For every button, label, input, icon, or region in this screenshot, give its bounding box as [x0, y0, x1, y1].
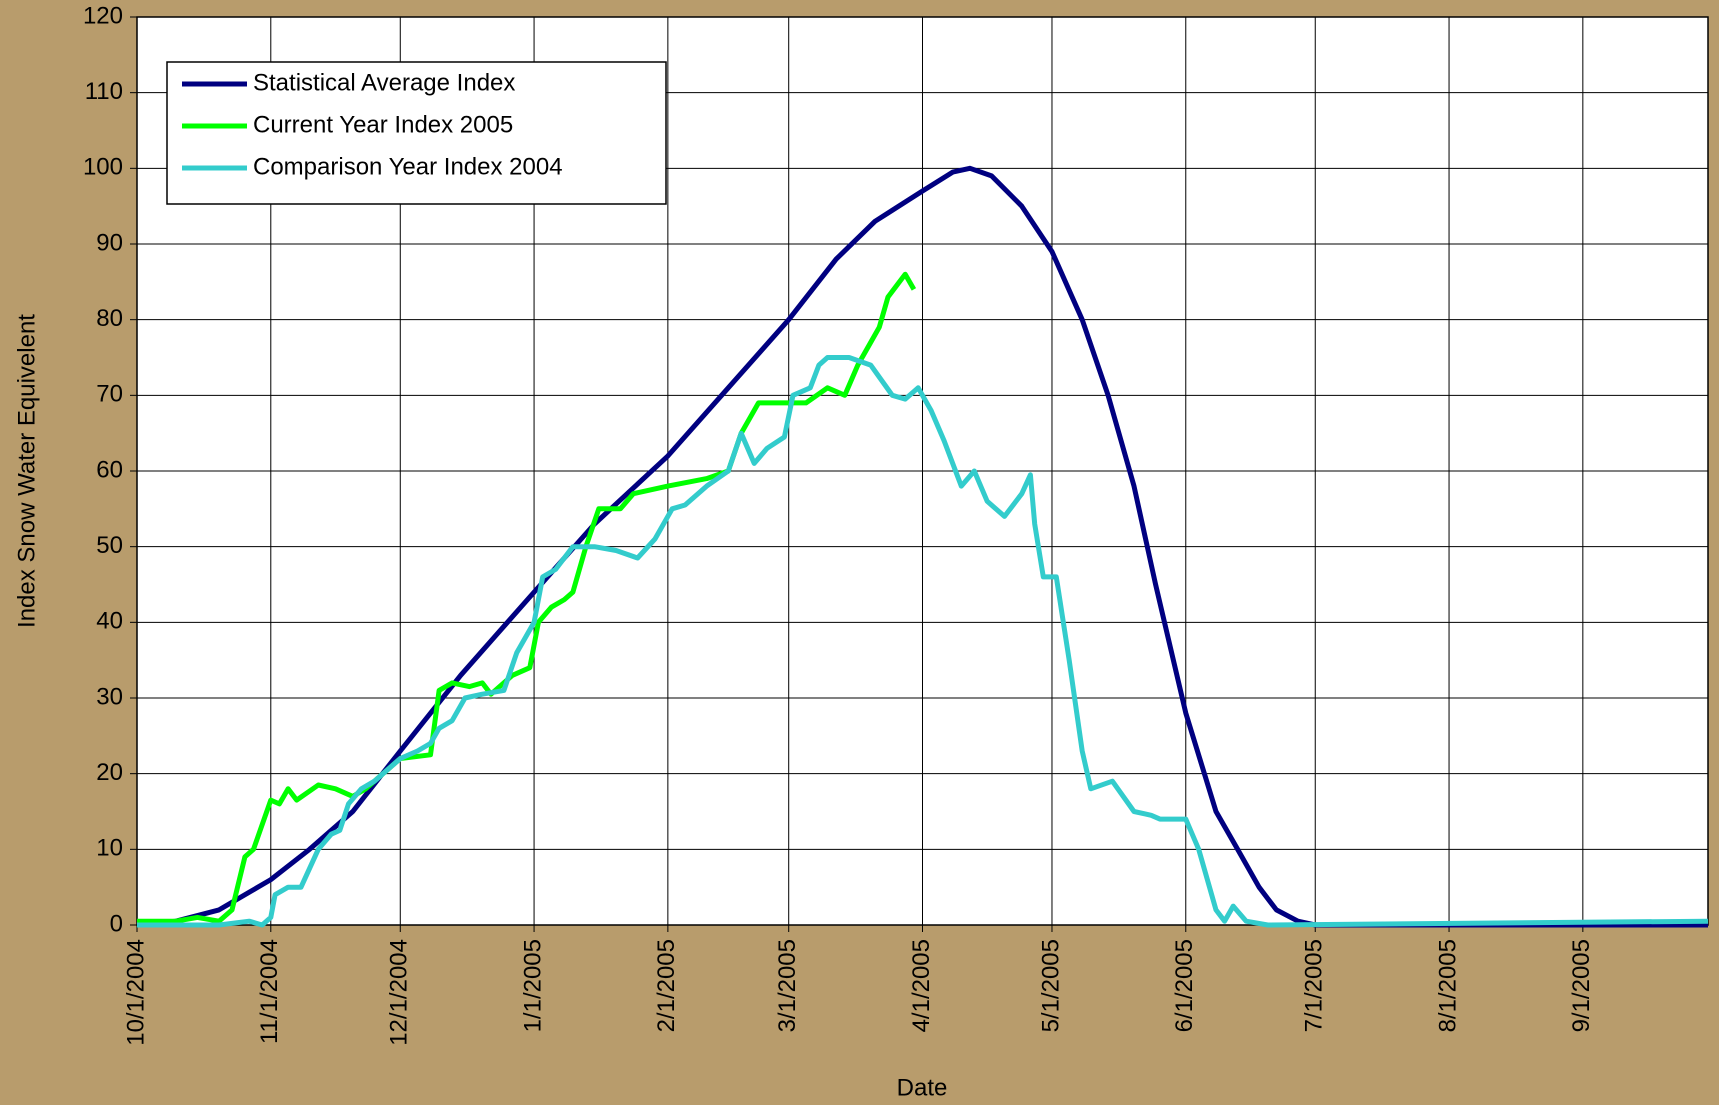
legend-label: Comparison Year Index 2004: [253, 153, 563, 180]
plot-border: [136, 16, 1709, 926]
y-tick-label: 70: [96, 381, 123, 408]
x-tick-label: 11/1/2004: [256, 939, 283, 1044]
y-tick-label: 100: [83, 154, 123, 181]
y-tick-label: 50: [96, 532, 123, 559]
legend: Statistical Average Index Current Year In…: [166, 61, 667, 205]
y-tick-label: 20: [96, 759, 123, 786]
x-axis-title: Date: [897, 1074, 948, 1101]
x-tick-label: 1/1/2005: [519, 939, 546, 1032]
y-tick-label: 40: [96, 608, 123, 635]
x-tick-label: 7/1/2005: [1301, 939, 1328, 1032]
x-tick-label: 4/1/2005: [908, 939, 935, 1032]
y-tick-label: 60: [96, 456, 123, 483]
legend-box: [166, 61, 667, 205]
series-line: [137, 355, 1709, 928]
x-tick-label: 12/1/2004: [386, 939, 413, 1046]
y-tick-label: 30: [96, 683, 123, 710]
series-line: [136, 165, 1708, 928]
x-tick-label: 6/1/2005: [1171, 939, 1198, 1032]
y-tick-label: 120: [83, 2, 123, 29]
y-tick-label: 0: [110, 910, 123, 937]
x-tick-label: 9/1/2005: [1568, 939, 1595, 1032]
legend-label: Statistical Average Index: [253, 69, 515, 96]
y-tick-label: 90: [96, 229, 123, 256]
y-tick-label: 10: [96, 835, 123, 862]
y-tick-label: 110: [85, 78, 123, 105]
x-tick-label: 5/1/2005: [1037, 939, 1064, 1032]
y-tick-label: 80: [96, 305, 123, 332]
x-tick-label: 3/1/2005: [774, 939, 801, 1032]
x-tick-label: 8/1/2005: [1434, 939, 1461, 1032]
series-line: [137, 271, 917, 924]
legend-label: Current Year Index 2005: [253, 111, 513, 138]
x-tick-label: 10/1/2004: [122, 939, 149, 1046]
y-axis-title: Index Snow Water Equivelent: [13, 314, 40, 628]
x-tick-label: 2/1/2005: [653, 939, 680, 1032]
